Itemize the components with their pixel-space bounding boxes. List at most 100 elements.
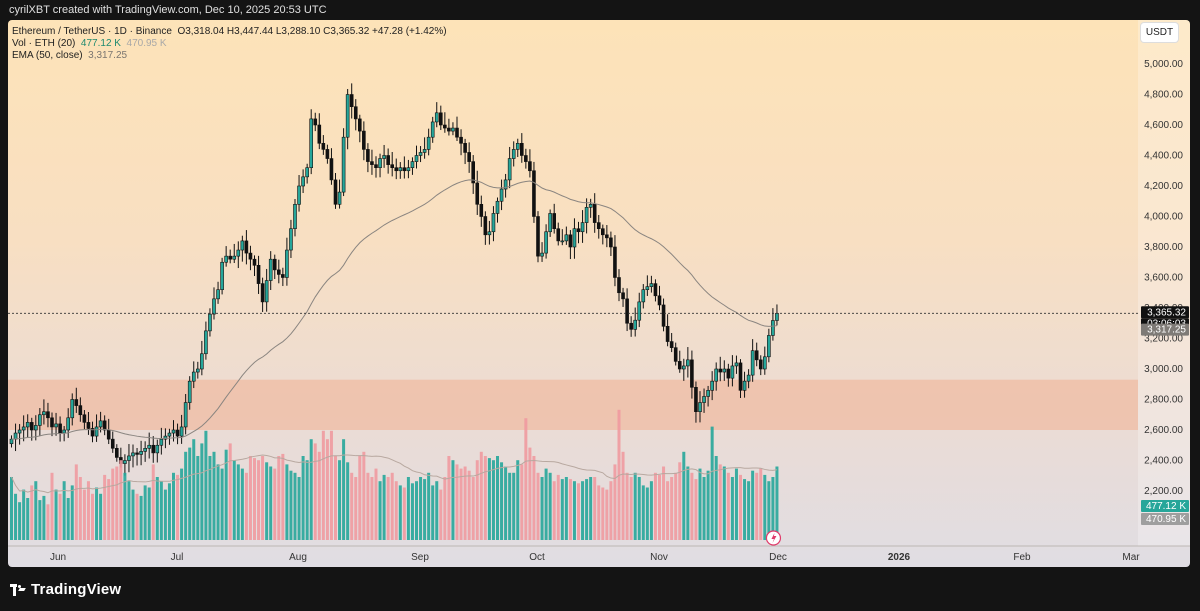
volume-bar [508,472,512,540]
candle-body [418,152,423,156]
candle-body [629,322,633,330]
volume-bar [143,485,147,540]
candle-body [613,246,617,278]
volume-bar [70,485,74,540]
volume-bar [658,474,661,540]
volume-bar [281,453,285,540]
volume-bar [309,439,313,540]
volume-bar [135,493,139,540]
candle-body [341,136,346,193]
volume-bar [747,481,751,540]
volume-bar [690,472,694,540]
volume-ma-line [11,454,778,494]
candle-body [710,380,714,391]
candle-body [163,435,168,440]
volume-bar [410,483,414,540]
candle-body [54,423,58,428]
volume-bar [78,477,82,540]
y-tick-label: 4,600.00 [1144,120,1183,131]
volume-bar [58,493,62,540]
candle-body [621,292,625,300]
volume-bar [285,464,289,540]
volume-bar [431,485,435,540]
volume-bar [536,472,540,540]
volume-bar [406,477,410,540]
candle-body [617,277,621,294]
volume-bar [402,487,406,540]
volume-bar [702,477,706,540]
candle-body [633,319,638,330]
volume-bar [184,451,188,540]
candle-body [329,158,334,181]
ema-line [11,179,778,440]
x-tick-label: 2026 [888,552,911,563]
support-zone [8,379,1138,430]
volume-bar [350,472,354,540]
volume-bar [123,472,127,540]
candle-body [74,399,79,406]
candle-body [179,426,184,437]
x-tick-label: Sep [411,552,429,563]
volume-bar [111,468,115,540]
y-tick-label: 5,000.00 [1144,59,1183,70]
candle-body [742,380,747,391]
volume-bar [512,472,516,540]
candle-body [447,127,451,132]
volume-bar [362,451,366,540]
price-chart[interactable]: 5,000.00 4,800.00 4,600.00 4,400.00 4,200.00… [8,20,1190,567]
volume-bar [682,451,686,540]
candle-body [317,124,322,144]
volume-bar [423,479,427,540]
volume-bar [139,495,143,540]
volume-bar [127,481,131,540]
candle-body [228,255,232,260]
candle-body [33,425,38,431]
volume-bar [253,458,256,540]
candle-body [386,155,390,165]
chart-panel[interactable]: 5,000.00 4,800.00 4,600.00 4,400.00 4,200.00… [8,20,1190,567]
candle-body [706,390,710,397]
volume-bar [30,485,34,540]
volume-bar [22,489,26,540]
candle-body [256,265,261,284]
candle-body [212,298,216,315]
candle-body [357,118,362,132]
volume-bar [172,472,175,540]
candle-body [390,164,395,168]
volume-bar [504,466,508,540]
volume-bar [26,498,30,540]
candle-body [402,167,407,172]
candle-body [13,432,18,440]
volume-bar [66,498,70,540]
volume-bar [305,460,309,540]
volume-bar [520,464,524,540]
volume-bar [633,472,637,540]
candle-body [208,313,212,332]
candle-body [115,447,119,458]
volume-bar [244,472,248,540]
candle-body [301,176,305,187]
volume-bar [386,477,390,540]
tradingview-logo[interactable]: TradingView [10,581,121,598]
volume-bar [556,474,560,540]
candle-body [560,240,565,243]
candle-body [625,298,629,324]
volume-bar [710,426,714,540]
ema-price-label: 3,317.25 [1147,325,1186,336]
volume-bar [34,481,38,540]
candle-body [94,426,99,437]
volume-bar [730,477,734,540]
candle-body [775,312,779,321]
volume-bar [273,468,277,540]
candle-body [236,249,241,257]
candle-body [78,405,83,416]
volume-bar [621,451,625,540]
volume-bar [572,481,576,540]
volume-bar [552,481,556,540]
candle-body [353,106,358,120]
volume-bar [232,460,236,540]
volume-bar [293,472,297,540]
currency-button[interactable]: USDT [1141,23,1178,42]
candle-body [758,359,763,370]
volume-bar [38,500,42,540]
